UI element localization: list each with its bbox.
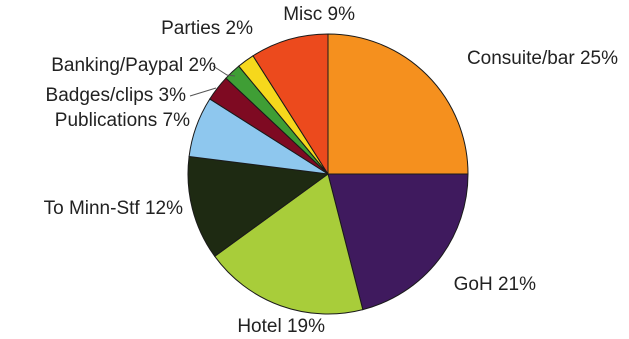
leader-lines <box>189 65 236 97</box>
slice-label-to-minn-stf: To Minn-Stf 12% <box>44 198 183 219</box>
slice-label-parties: Parties 2% <box>161 18 253 39</box>
slice-label-consuite-bar: Consuite/bar 25% <box>467 48 618 69</box>
leader-line-banking-paypal <box>212 65 236 77</box>
pie-slices <box>187 33 469 315</box>
slice-label-badges-clips: Badges/clips 3% <box>46 85 187 106</box>
slice-label-banking-paypal: Banking/Paypal 2% <box>51 55 216 76</box>
leader-line-badges-clips <box>189 87 217 97</box>
slice-label-goh: GoH 21% <box>454 274 536 295</box>
slice-label-hotel: Hotel 19% <box>237 316 325 337</box>
slice-labels: Consuite/bar 25% GoH 21% Hotel 19% To Minn-… <box>44 4 619 337</box>
slice-goh <box>327 173 469 311</box>
slice-label-publications: Publications 7% <box>55 110 190 131</box>
slice-hotel <box>214 173 364 315</box>
slice-misc <box>252 33 329 176</box>
slice-to-minn-stf <box>187 155 330 257</box>
slice-consuite-bar <box>327 33 469 175</box>
slice-label-misc: Misc 9% <box>283 4 355 25</box>
